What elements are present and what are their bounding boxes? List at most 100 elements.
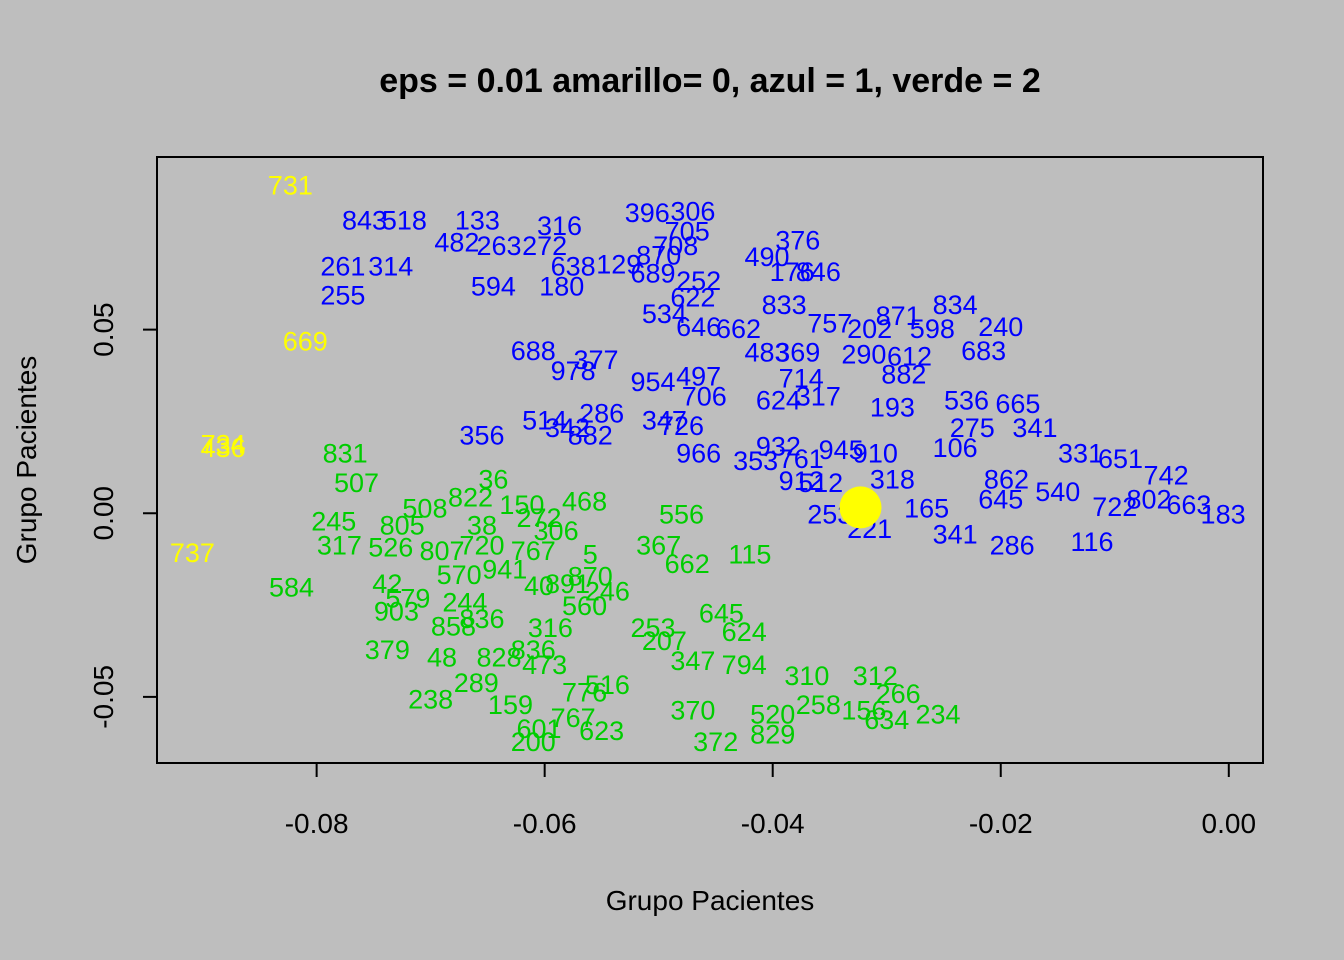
point-label: 767 (511, 536, 556, 566)
point-label: 688 (511, 336, 556, 366)
point-label: 536 (944, 385, 989, 415)
plot-frame (156, 156, 1264, 764)
point-label: 734 (201, 429, 246, 459)
highlight-marker (839, 486, 882, 529)
point-label: 871 (876, 301, 921, 331)
x-axis: -0.08 -0.06 -0.04 -0.02 0.00 (285, 763, 1256, 839)
point-label: 891 (545, 569, 590, 599)
y-axis-label: Grupo Pacientes (11, 356, 42, 565)
point-label: 836 (459, 604, 504, 634)
point-label: 180 (539, 272, 584, 302)
point-label: 200 (511, 727, 556, 757)
point-label: 482 (434, 227, 479, 257)
point-label: 534 (642, 299, 687, 329)
point-label: 714 (779, 363, 824, 393)
point-label: 369 (775, 338, 820, 368)
point-label: 129 (596, 250, 641, 280)
point-label: 834 (933, 290, 978, 320)
point-label: 290 (841, 339, 886, 369)
point-label: 882 (568, 420, 613, 450)
point-label: 843 (342, 205, 387, 235)
point-label: 490 (744, 242, 789, 272)
point-label: 238 (408, 685, 453, 715)
point-label: 468 (562, 486, 607, 516)
point-label: 594 (471, 272, 516, 302)
point-label: 978 (551, 356, 596, 386)
point-label: 634 (864, 705, 909, 735)
point-label: 862 (984, 464, 1029, 494)
point-label: 858 (431, 611, 476, 641)
point-label: 932 (756, 431, 801, 461)
point-label: 497 (676, 362, 721, 392)
point-label: 240 (978, 312, 1023, 342)
point-label: 669 (283, 327, 328, 357)
point-label: 379 (365, 635, 410, 665)
point-label: 966 (676, 439, 721, 469)
point-label: 370 (670, 696, 715, 726)
point-label: 310 (784, 661, 829, 691)
point-label: 376 (775, 226, 820, 256)
point-label: 638 (551, 251, 596, 281)
point-label: 165 (904, 494, 949, 524)
point-label: 116 (1070, 527, 1113, 557)
point-label: 316 (528, 613, 573, 643)
point-label: 38 (467, 510, 497, 540)
point-label: 48 (427, 642, 457, 672)
point-label: 245 (311, 507, 356, 537)
point-label: 662 (665, 549, 710, 579)
point-label: 941 (482, 554, 527, 584)
point-label: 234 (916, 699, 961, 729)
point-label: 396 (625, 198, 670, 228)
point-label: 954 (630, 367, 675, 397)
point-label: 372 (693, 727, 738, 757)
x-tick-label: -0.04 (741, 808, 805, 839)
point-label: 761 (779, 444, 824, 474)
point-label: 689 (630, 259, 675, 289)
point-label: 516 (585, 670, 630, 700)
x-tick-label: -0.08 (285, 808, 349, 839)
point-label: 207 (642, 626, 687, 656)
point-label: 317 (796, 382, 841, 412)
point-label: 377 (573, 345, 618, 375)
point-label: 255 (320, 281, 365, 311)
point-label: 624 (756, 385, 801, 415)
point-label: 757 (807, 308, 852, 338)
point-label: 483 (744, 338, 789, 368)
point-label: 828 (477, 642, 522, 672)
point-label: 665 (995, 389, 1040, 419)
point-label: 246 (585, 576, 630, 606)
point-label: 312 (853, 661, 898, 691)
point-label: 176 (770, 257, 815, 287)
point-label: 367 (636, 530, 681, 560)
point-label: 261 (320, 251, 365, 281)
point-label: 286 (990, 530, 1035, 560)
point-label: 598 (910, 314, 955, 344)
point-label: 570 (437, 560, 482, 590)
point-label: 317 (317, 530, 362, 560)
point-label: 342 (545, 413, 590, 443)
x-tick-label: -0.06 (513, 808, 577, 839)
point-label: 272 (516, 503, 561, 533)
point-label: 42 (372, 569, 402, 599)
point-label: 612 (887, 341, 932, 371)
point-label: 318 (870, 464, 915, 494)
point-label: 560 (562, 591, 607, 621)
point-label: 794 (722, 650, 767, 680)
y-tick-label: -0.05 (88, 665, 119, 729)
point-label: 584 (269, 573, 314, 603)
point-label: 683 (961, 336, 1006, 366)
point-label: 662 (716, 314, 761, 344)
point-label: 882 (881, 360, 926, 390)
point-label: 156 (841, 696, 886, 726)
point-label: 731 (268, 171, 313, 201)
point-label: 150 (499, 490, 544, 520)
point-label: 341 (933, 519, 978, 549)
point-label: 507 (334, 468, 379, 498)
point-label: 520 (750, 699, 795, 729)
point-label: 807 (420, 536, 465, 566)
point-label: 193 (870, 393, 915, 423)
point-label: 833 (762, 290, 807, 320)
point-label: 286 (579, 398, 624, 428)
point-label: 306 (670, 196, 715, 226)
point-label: 722 (1092, 492, 1137, 522)
